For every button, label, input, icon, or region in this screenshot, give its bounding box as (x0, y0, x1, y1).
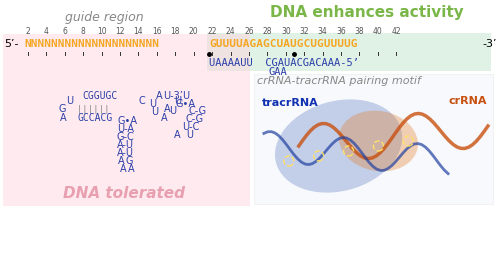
Text: 18: 18 (170, 27, 180, 36)
Text: 14: 14 (134, 27, 143, 36)
Text: C-G: C-G (188, 106, 206, 116)
Text: tracrRNA: tracrRNA (262, 98, 318, 108)
Text: U: U (149, 99, 156, 109)
Text: C-G: C-G (185, 114, 203, 124)
Text: DNA enhances activity: DNA enhances activity (270, 5, 464, 20)
Text: GAA: GAA (269, 67, 287, 77)
Text: -3’: -3’ (482, 39, 496, 49)
Text: CGGUGC: CGGUGC (82, 91, 118, 101)
Text: crRNA-tracrRNA pairing motif: crRNA-tracrRNA pairing motif (256, 76, 420, 86)
Text: 36: 36 (336, 27, 346, 36)
Text: GCCACG: GCCACG (78, 113, 113, 123)
Text: A: A (156, 91, 162, 101)
Text: A  U: A U (174, 130, 194, 140)
Text: 32: 32 (300, 27, 309, 36)
Text: GUUUUAGAGCUAUGCUGUUUUG: GUUUUAGAGCUAUGCUGUUUUG (209, 39, 358, 49)
Text: 30: 30 (281, 27, 290, 36)
Text: U-C: U-C (182, 122, 200, 132)
Text: 26: 26 (244, 27, 254, 36)
Text: 4: 4 (44, 27, 48, 36)
Text: | | | | | |: | | | | | | (78, 105, 108, 114)
Text: 28: 28 (262, 27, 272, 36)
Text: DNA tolerated: DNA tolerated (64, 186, 186, 202)
Bar (207, 33, 491, 71)
Text: U-A: U-A (117, 124, 134, 134)
Text: 5’-: 5’- (4, 39, 18, 49)
Bar (254, 74, 493, 204)
Text: 16: 16 (152, 27, 162, 36)
Text: 24: 24 (226, 27, 235, 36)
Text: UAAAAUU  CGAUACGACAAA-5’: UAAAAUU CGAUACGACAAA-5’ (209, 58, 359, 68)
Text: A: A (120, 164, 127, 174)
Text: 12: 12 (115, 27, 124, 36)
Text: 34: 34 (318, 27, 328, 36)
Text: 40: 40 (373, 27, 383, 36)
Text: A: A (164, 104, 170, 114)
Text: G•A: G•A (118, 116, 138, 126)
Ellipse shape (339, 111, 418, 171)
Text: A: A (60, 113, 66, 123)
Text: 38: 38 (354, 27, 364, 36)
Ellipse shape (275, 99, 402, 193)
Text: U-3’: U-3’ (164, 91, 183, 101)
Bar (3, 34, 250, 206)
Text: A: A (128, 164, 135, 174)
Text: U: U (182, 91, 189, 101)
Text: G-C: G-C (116, 132, 134, 142)
Text: C: C (138, 96, 145, 106)
Text: NNNNNNNNNNNNNNNNNNNN: NNNNNNNNNNNNNNNNNNNN (24, 39, 159, 49)
Text: 10: 10 (97, 27, 106, 36)
Text: U: U (151, 107, 158, 117)
Text: U: U (174, 96, 181, 106)
Text: 20: 20 (189, 27, 198, 36)
Text: 22: 22 (208, 27, 217, 36)
Text: A: A (118, 156, 125, 166)
Text: U: U (168, 106, 176, 116)
Text: G•A: G•A (175, 99, 195, 109)
Text: guide region: guide region (65, 11, 144, 24)
Text: A-U: A-U (117, 140, 134, 150)
Text: 6: 6 (62, 27, 67, 36)
Text: 2: 2 (26, 27, 30, 36)
Text: 42: 42 (392, 27, 401, 36)
Text: A-U: A-U (117, 148, 134, 158)
Text: U: U (66, 96, 74, 106)
Text: crRNA: crRNA (448, 96, 486, 106)
Text: G: G (59, 104, 66, 114)
Text: G: G (126, 156, 133, 166)
Text: A: A (161, 113, 168, 123)
Text: 8: 8 (81, 27, 86, 36)
